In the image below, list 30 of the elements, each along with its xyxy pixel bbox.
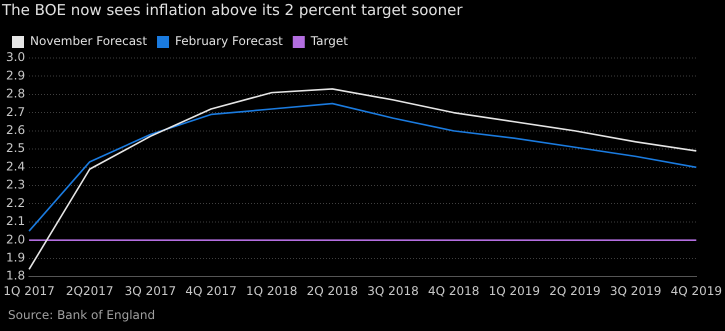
y-tick-label: 2.3 — [6, 178, 26, 192]
y-tick-label: 2.2 — [6, 196, 26, 210]
legend-label: February Forecast — [175, 34, 284, 48]
source-note: Source: Bank of England — [8, 308, 156, 322]
y-tick-label: 1.8 — [6, 268, 26, 283]
x-tick-label: 3Q 2018 — [367, 284, 419, 298]
y-tick-label: 2.9 — [6, 68, 26, 82]
x-tick-label: 4Q 2017 — [185, 284, 237, 298]
y-tick-label: 2.1 — [6, 214, 26, 228]
x-tick-label: 4Q 2018 — [428, 284, 480, 298]
y-tick-label: 2.7 — [6, 104, 26, 119]
x-tick-label: 2Q 2019 — [549, 284, 601, 298]
x-tick-label: 1Q 2019 — [488, 284, 540, 298]
y-tick-label: 3.0 — [6, 50, 26, 64]
x-tick-label: 3Q 2017 — [124, 284, 176, 298]
x-tick-label: 4Q 2019 — [670, 284, 722, 298]
legend-label: November Forecast — [30, 34, 148, 48]
x-tick-label: 3Q 2019 — [610, 284, 662, 298]
x-tick-label: 2Q2017 — [66, 284, 114, 298]
legend-label: Target — [310, 34, 348, 48]
y-tick-label: 2.6 — [6, 122, 26, 137]
x-tick-label: 2Q 2018 — [306, 284, 358, 298]
x-tick-label: 1Q 2017 — [3, 284, 55, 298]
y-tick-label: 2.0 — [6, 232, 26, 246]
chart-title: The BOE now sees inflation above its 2 percent target sooner — [1, 0, 464, 19]
x-tick-label: 1Q 2018 — [246, 284, 298, 298]
y-tick-label: 1.9 — [6, 250, 26, 265]
y-tick-label: 2.4 — [6, 159, 26, 174]
y-tick-label: 2.5 — [6, 141, 26, 156]
y-tick-label: 2.8 — [6, 86, 26, 101]
